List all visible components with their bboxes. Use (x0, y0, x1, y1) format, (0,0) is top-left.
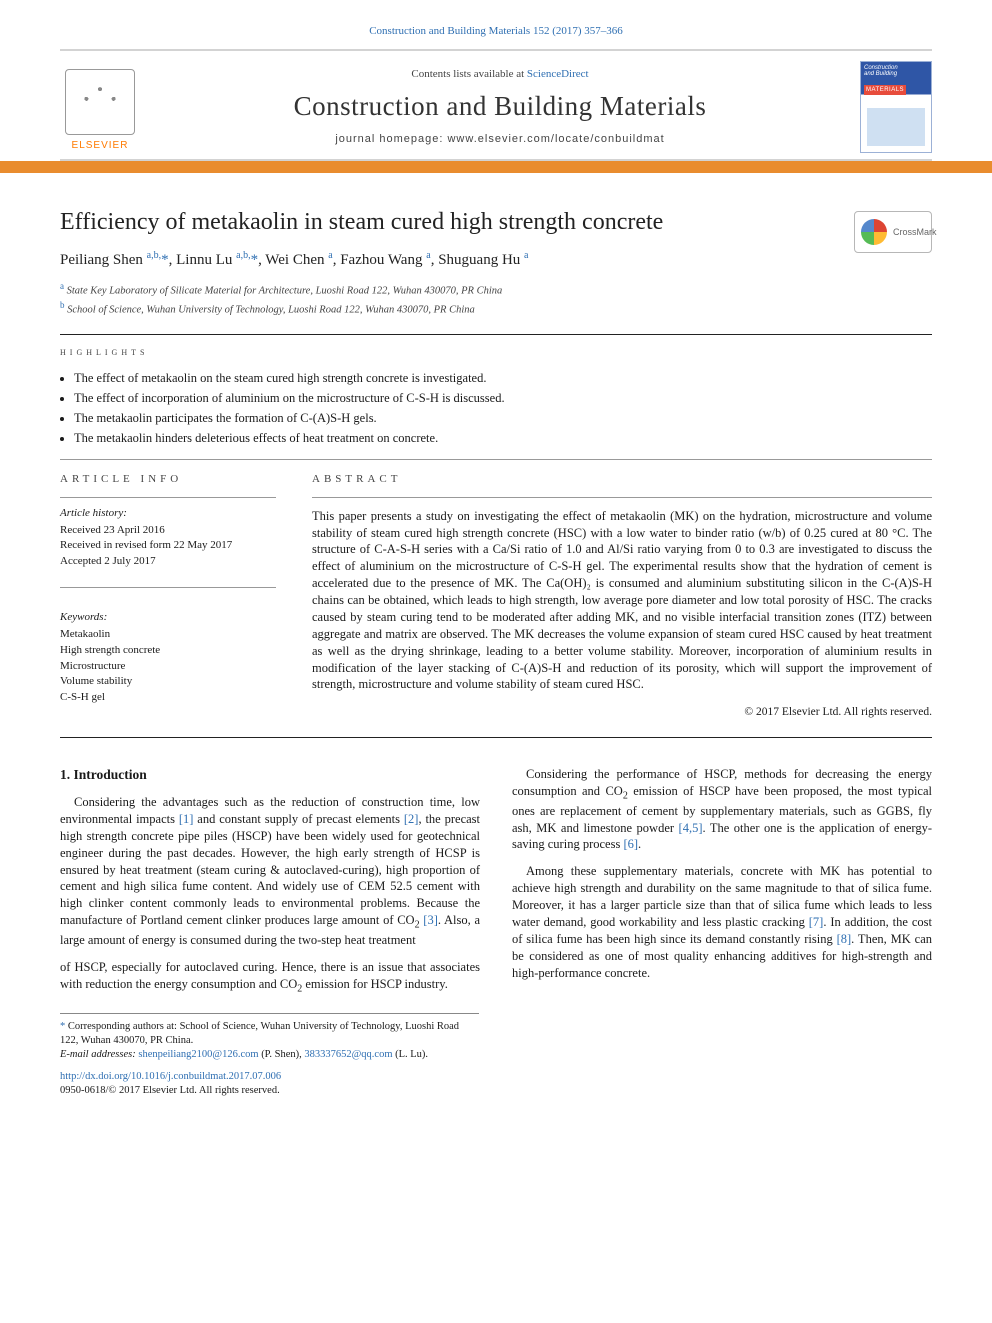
ref-link[interactable]: [6] (623, 837, 638, 851)
ref-link[interactable]: [4,5] (679, 821, 703, 835)
history-label: Article history: (60, 506, 276, 521)
ref-link[interactable]: [7] (809, 915, 824, 929)
intro-para-3: Considering the performance of HSCP, met… (512, 766, 932, 854)
ref-link[interactable]: [3] (423, 913, 438, 927)
publisher-word: ELSEVIER (72, 139, 129, 153)
abstract-text: This paper presents a study on investiga… (312, 508, 932, 694)
highlights-label: HIGHLIGHTS (60, 345, 932, 360)
running-citation: Construction and Building Materials 152 … (60, 24, 932, 39)
section-heading-intro: 1. Introduction (60, 766, 480, 784)
email-label: E-mail addresses: (60, 1049, 136, 1060)
keywords-label: Keywords: (60, 610, 276, 625)
highlights-list: The effect of metakaolin on the steam cu… (74, 370, 932, 447)
keyword-item: Volume stability (60, 674, 276, 689)
journal-homepage: journal homepage: www.elsevier.com/locat… (140, 132, 860, 147)
keyword-item: C-S-H gel (60, 690, 276, 705)
journal-name: Construction and Building Materials (140, 88, 860, 124)
crossmark-badge[interactable]: CrossMark (854, 211, 932, 253)
rule (60, 334, 932, 335)
ref-link[interactable]: [8] (837, 932, 852, 946)
highlight-item: The effect of metakaolin on the steam cu… (74, 370, 932, 387)
ref-link[interactable]: [2] (404, 812, 419, 826)
author-list: Peiliang Shen a,b,*, Linnu Lu a,b,*, Wei… (60, 249, 932, 270)
masthead: ELSEVIER Contents lists available at Sci… (60, 49, 932, 161)
sciencedirect-link[interactable]: ScienceDirect (527, 68, 589, 80)
accent-stripe (0, 161, 992, 173)
author-email-link[interactable]: shenpeiliang2100@126.com (138, 1049, 258, 1060)
keyword-item: High strength concrete (60, 643, 276, 658)
rule (60, 459, 932, 460)
corresponding-text: Corresponding authors at: School of Scie… (60, 1021, 459, 1046)
history-lines: Received 23 April 2016Received in revise… (60, 523, 276, 570)
doi-block: http://dx.doi.org/10.1016/j.conbuildmat.… (60, 1070, 932, 1098)
abstract: ABSTRACT This paper presents a study on … (312, 472, 932, 721)
issn-copyright: 0950-0618/© 2017 Elsevier Ltd. All right… (60, 1085, 280, 1096)
footnotes: * Corresponding authors at: School of Sc… (60, 1013, 479, 1063)
publisher-logo: ELSEVIER (60, 61, 140, 153)
article-info-label: ARTICLE INFO (60, 472, 276, 487)
elsevier-tree-icon (65, 69, 135, 135)
crossmark-label: CrossMark (893, 226, 937, 238)
citation-link[interactable]: Construction and Building Materials 152 … (369, 25, 623, 37)
intro-para-4: Among these supplementary materials, con… (512, 863, 932, 981)
doi-link[interactable]: http://dx.doi.org/10.1016/j.conbuildmat.… (60, 1071, 281, 1082)
abstract-label: ABSTRACT (312, 472, 932, 487)
highlight-item: The metakaolin hinders deleterious effec… (74, 430, 932, 447)
contents-line: Contents lists available at ScienceDirec… (140, 67, 860, 82)
keywords-list: MetakaolinHigh strength concreteMicrostr… (60, 627, 276, 705)
abstract-copyright: © 2017 Elsevier Ltd. All rights reserved… (312, 705, 932, 721)
intro-para-1: Considering the advantages such as the r… (60, 794, 480, 949)
masthead-center: Contents lists available at ScienceDirec… (140, 67, 860, 147)
body-text: 1. Introduction Considering the advantag… (60, 766, 932, 999)
highlight-item: The metakaolin participates the formatio… (74, 410, 932, 427)
history-line: Accepted 2 July 2017 (60, 554, 276, 569)
paper-title: Efficiency of metakaolin in steam cured … (60, 207, 932, 237)
info-abstract-row: ARTICLE INFO Article history: Received 2… (60, 472, 932, 721)
intro-para-2: of HSCP, especially for autoclaved curin… (60, 959, 480, 996)
history-line: Received in revised form 22 May 2017 (60, 538, 276, 553)
keyword-item: Metakaolin (60, 627, 276, 642)
contents-prefix: Contents lists available at (411, 68, 526, 80)
corresponding-star-icon: * (60, 1021, 68, 1032)
crossmark-icon (861, 219, 887, 245)
highlight-item: The effect of incorporation of aluminium… (74, 390, 932, 407)
journal-cover-thumb: Constructionand Building MATERIALS (860, 61, 932, 153)
ref-link[interactable]: [1] (179, 812, 194, 826)
keyword-item: Microstructure (60, 659, 276, 674)
highlights-section: HIGHLIGHTS The effect of metakaolin on t… (60, 345, 932, 446)
article-info: ARTICLE INFO Article history: Received 2… (60, 472, 276, 721)
rule (60, 737, 932, 738)
affiliations: a State Key Laboratory of Silicate Mater… (60, 280, 932, 318)
author-email-link[interactable]: 383337652@qq.com (304, 1049, 392, 1060)
history-line: Received 23 April 2016 (60, 523, 276, 538)
